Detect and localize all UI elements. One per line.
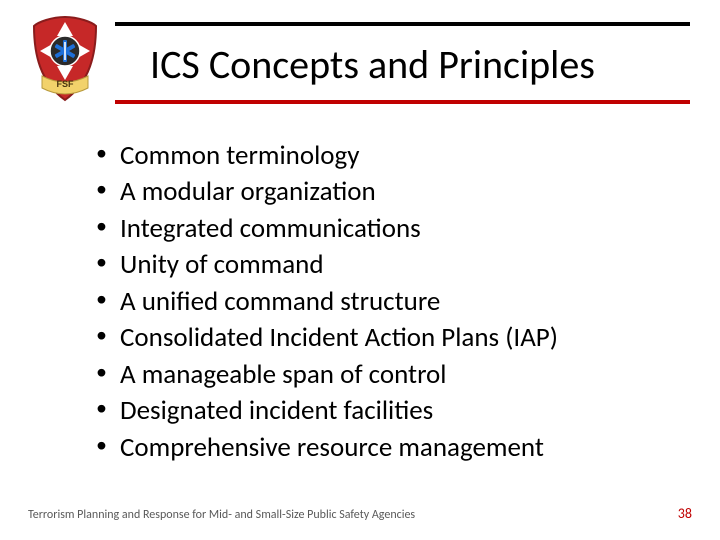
footer-text: Terrorism Planning and Response for Mid-… bbox=[28, 508, 415, 522]
list-item: A unified command structure bbox=[90, 284, 650, 320]
slide-title: ICS Concepts and Principles bbox=[150, 40, 690, 89]
header-rule-top bbox=[115, 22, 690, 26]
list-item: Designated incident facilities bbox=[90, 393, 650, 429]
list-item: Common terminology bbox=[90, 138, 650, 174]
bullet-list: Common terminology A modular organizatio… bbox=[90, 138, 650, 466]
list-item: Integrated communications bbox=[90, 211, 650, 247]
slide: FSF ICS Concepts and Principles Common t… bbox=[0, 0, 720, 540]
org-logo: FSF bbox=[28, 14, 102, 104]
list-item: Comprehensive resource management bbox=[90, 430, 650, 466]
list-item: Consolidated Incident Action Plans (IAP) bbox=[90, 320, 650, 356]
list-item: A modular organization bbox=[90, 174, 650, 210]
list-item: Unity of command bbox=[90, 247, 650, 283]
header-rule-bottom bbox=[115, 100, 690, 104]
list-item: A manageable span of control bbox=[90, 357, 650, 393]
page-number: 38 bbox=[678, 505, 692, 522]
firefighter-support-foundation-badge-icon: FSF bbox=[28, 14, 102, 104]
svg-text:FSF: FSF bbox=[57, 79, 75, 89]
